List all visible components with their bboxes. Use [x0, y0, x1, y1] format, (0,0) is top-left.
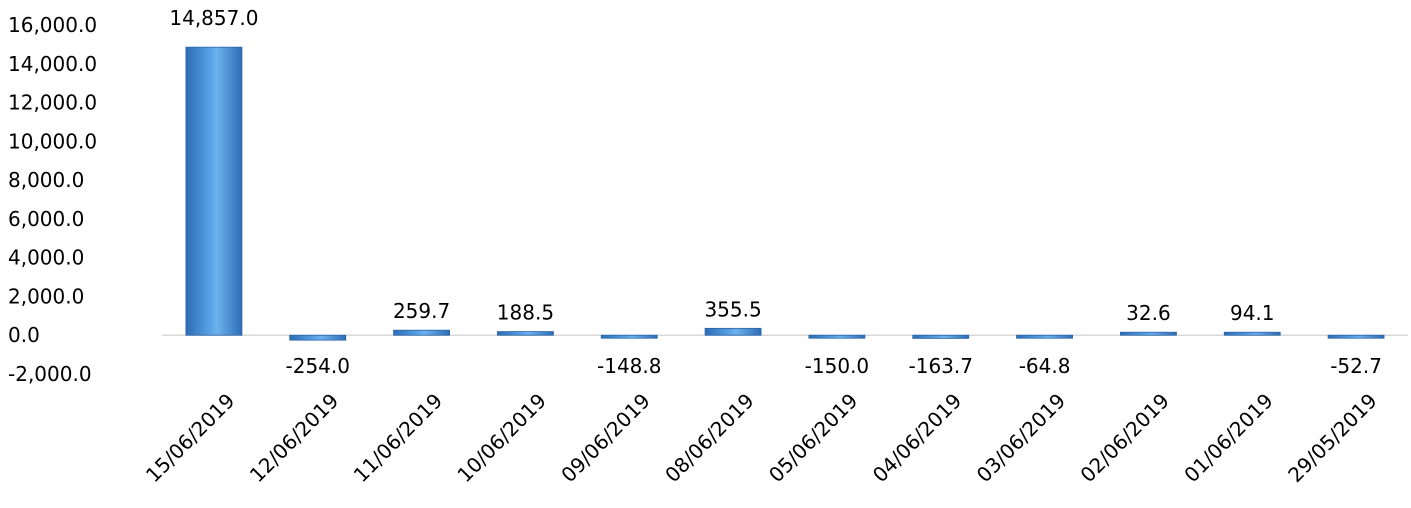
y-tick-label: 12,000.0	[8, 91, 97, 115]
data-label: -52.7	[1330, 354, 1382, 378]
x-category-label: 11/06/2019	[349, 389, 447, 487]
x-category-label: 02/06/2019	[1075, 389, 1173, 487]
bar	[497, 331, 554, 336]
x-category-label: 08/06/2019	[660, 389, 758, 487]
x-category-label: 04/06/2019	[868, 389, 966, 487]
data-label: 355.5	[704, 297, 761, 321]
x-category-label: 03/06/2019	[972, 389, 1070, 487]
data-label: -148.8	[597, 354, 661, 378]
y-tick-label: 16,000.0	[8, 13, 97, 37]
data-label: 188.5	[497, 301, 554, 325]
y-tick-label: 0.0	[8, 323, 40, 347]
x-axis-category-labels: 15/06/2019 12/06/2019 11/06/2019 10/06/2019…	[141, 389, 1382, 487]
bar	[185, 46, 243, 336]
bar	[1120, 331, 1177, 336]
bar	[1223, 331, 1281, 336]
x-category-label: 15/06/2019	[141, 389, 239, 487]
y-tick-label: 2,000.0	[8, 284, 84, 308]
bar	[912, 334, 970, 339]
data-label: 94.1	[1230, 301, 1275, 325]
y-tick-label: -2,000.0	[8, 362, 92, 386]
data-label: -254.0	[286, 354, 350, 378]
bar	[1327, 334, 1385, 339]
y-tick-label: 8,000.0	[8, 168, 84, 192]
data-label: 32.6	[1126, 301, 1171, 325]
data-label: 14,857.0	[169, 6, 258, 30]
x-category-label: 05/06/2019	[764, 389, 862, 487]
bar	[600, 334, 658, 339]
y-tick-label: 6,000.0	[8, 207, 84, 231]
bar	[1016, 334, 1073, 339]
y-tick-label: 10,000.0	[8, 129, 97, 153]
bar	[289, 334, 347, 341]
x-category-label: 09/06/2019	[556, 389, 654, 487]
bar	[704, 327, 762, 336]
data-label: -64.8	[1019, 354, 1071, 378]
bar	[393, 329, 450, 336]
y-tick-label: 4,000.0	[8, 246, 84, 270]
data-label: -163.7	[909, 354, 973, 378]
data-label: 259.7	[393, 299, 450, 323]
x-category-label: 10/06/2019	[452, 389, 550, 487]
y-tick-label: 14,000.0	[8, 52, 97, 76]
bar	[808, 334, 866, 339]
x-category-label: 01/06/2019	[1179, 389, 1277, 487]
x-category-label: 12/06/2019	[245, 389, 343, 487]
bar-series	[185, 46, 1385, 341]
y-axis-tick-labels: 16,000.0 14,000.0 12,000.0 10,000.0 8,000.0 6…	[8, 13, 97, 386]
x-category-label: 29/05/2019	[1283, 389, 1381, 487]
data-label: -150.0	[805, 354, 869, 378]
data-labels: 14,857.0 -254.0 259.7 188.5 -148.8 355.5 -150.…	[169, 6, 1382, 378]
